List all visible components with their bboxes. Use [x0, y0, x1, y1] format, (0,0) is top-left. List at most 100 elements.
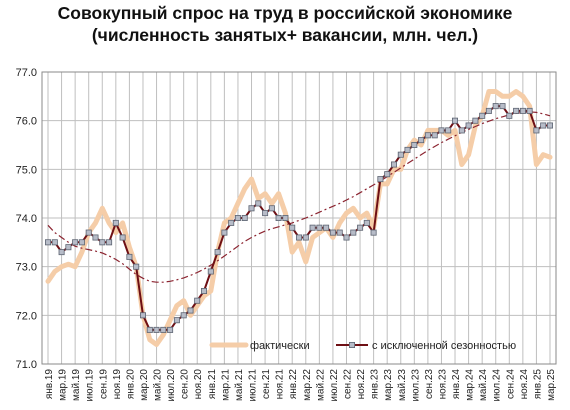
x-tick-label: июл.23 — [410, 369, 421, 402]
x-tick-label: ноя.24 — [519, 369, 530, 400]
series-seasonal-adjusted-point — [221, 229, 228, 236]
x-tick-label: ноя.20 — [193, 369, 204, 400]
y-tick-label: 76.0 — [16, 116, 37, 128]
y-tick-label: 75.0 — [16, 164, 37, 176]
series-seasonal-adjusted-point — [316, 224, 323, 231]
series-seasonal-adjusted-point — [336, 229, 343, 236]
series-seasonal-adjusted-point — [526, 107, 533, 114]
series-seasonal-adjusted-point — [146, 326, 153, 333]
x-tick-label: сен.19 — [98, 369, 109, 399]
x-tick-label: сен.24 — [505, 369, 516, 399]
x-tick-label: июл.19 — [85, 369, 96, 402]
x-tick-label: май.24 — [478, 369, 489, 401]
series-seasonal-adjusted-point — [160, 326, 167, 333]
series-seasonal-adjusted-point — [99, 239, 106, 246]
series-seasonal-adjusted-point — [167, 326, 174, 333]
y-tick-label: 77.0 — [16, 67, 37, 79]
legend-seasonal-swatch-marker — [348, 341, 355, 348]
series-seasonal-adjusted-point — [451, 117, 458, 124]
series-seasonal-adjusted-point — [139, 312, 146, 319]
series-seasonal-adjusted-point — [248, 205, 255, 212]
series-seasonal-adjusted-point — [187, 307, 194, 314]
series-seasonal-adjusted-point — [51, 239, 58, 246]
series-seasonal-adjusted-point — [255, 200, 262, 207]
series-seasonal-adjusted-point — [411, 141, 418, 148]
series-seasonal-adjusted-point — [438, 127, 445, 134]
x-tick-label: июл.20 — [166, 369, 177, 402]
series-seasonal-adjusted-point — [431, 132, 438, 139]
series-seasonal-adjusted-point — [72, 239, 79, 246]
legend-seasonal-label: с исключенной сезонностью — [372, 340, 516, 352]
series-seasonal-adjusted-point — [112, 219, 119, 226]
series-seasonal-adjusted-point — [472, 117, 479, 124]
series-seasonal-adjusted-point — [282, 214, 289, 221]
x-tick-label: мар.23 — [383, 369, 394, 401]
x-tick-label: мар.22 — [302, 369, 313, 401]
x-tick-label: май.22 — [315, 369, 326, 401]
y-tick-label: 71.0 — [16, 359, 37, 371]
series-seasonal-adjusted-point — [445, 127, 452, 134]
plot-area-border — [41, 71, 557, 365]
series-seasonal-adjusted-point — [45, 239, 52, 246]
x-tick-label: сен.22 — [342, 369, 353, 399]
x-tick-label: ноя.22 — [356, 369, 367, 400]
legend-actual-label: фактически — [250, 340, 310, 352]
series-seasonal-adjusted-point — [214, 249, 221, 256]
x-tick-label: ноя.19 — [112, 369, 123, 400]
series-seasonal-adjusted-point — [519, 107, 526, 114]
x-tick-label: май.23 — [397, 369, 408, 401]
series-actual-line — [45, 89, 553, 347]
series-seasonal-adjusted-point — [268, 205, 275, 212]
x-tick-label: мар.21 — [220, 369, 231, 401]
x-tick-label: мар.20 — [139, 369, 150, 401]
series-seasonal-adjusted-point — [343, 234, 350, 241]
series-seasonal-adjusted-point — [92, 234, 99, 241]
series-seasonal-adjusted-point — [106, 239, 113, 246]
x-tick-label: ноя.23 — [437, 369, 448, 400]
series-seasonal-adjusted-point — [200, 287, 207, 294]
series-seasonal-adjusted-point — [180, 312, 187, 319]
series-seasonal-adjusted-point — [234, 214, 241, 221]
x-tick-label: июл.21 — [248, 369, 259, 402]
series-seasonal-adjusted-point — [363, 219, 370, 226]
series-seasonal-adjusted-point — [424, 132, 431, 139]
series-seasonal-adjusted-point — [295, 234, 302, 241]
series-seasonal-adjusted-point — [241, 214, 248, 221]
series-seasonal-adjusted-point — [370, 229, 377, 236]
series-seasonal-adjusted-point — [404, 146, 411, 153]
series-seasonal-adjusted-point — [228, 219, 235, 226]
series-seasonal-adjusted-point — [506, 112, 513, 119]
x-tick-label: май.20 — [153, 369, 164, 401]
x-tick-label: мар.24 — [465, 369, 476, 401]
series-seasonal-adjusted-point — [78, 239, 85, 246]
x-tick-label: июл.22 — [329, 369, 340, 402]
x-tick-label: янв.21 — [207, 369, 218, 400]
series-seasonal-adjusted-point — [329, 229, 336, 236]
series-seasonal-adjusted-point — [309, 224, 316, 231]
x-tick-label: сен.23 — [424, 369, 435, 399]
series-seasonal-adjusted-point — [492, 103, 499, 110]
series-seasonal-adjusted-point — [513, 107, 520, 114]
y-tick-label: 74.0 — [16, 213, 37, 225]
x-tick-label: янв.20 — [125, 369, 136, 400]
x-tick-label: янв.25 — [532, 369, 543, 400]
series-seasonal-adjusted-point — [119, 234, 126, 241]
series-seasonal-adjusted-point — [133, 263, 140, 270]
x-tick-label: май.21 — [234, 369, 245, 401]
series-seasonal-adjusted-point — [397, 151, 404, 158]
series-seasonal-adjusted-point — [262, 210, 269, 217]
series-seasonal-adjusted-point — [533, 127, 540, 134]
series-seasonal-adjusted-point — [173, 317, 180, 324]
x-tick-label: июл.24 — [492, 369, 503, 402]
series-seasonal-adjusted-point — [540, 122, 547, 129]
series-seasonal-adjusted-point — [547, 122, 554, 129]
x-tick-label: янв.19 — [44, 369, 55, 400]
series-seasonal-adjusted-point — [390, 161, 397, 168]
x-tick-label: май.19 — [71, 369, 82, 401]
series-seasonal-adjusted-point — [479, 112, 486, 119]
series-seasonal-adjusted-point — [194, 297, 201, 304]
x-tick-label: янв.22 — [288, 369, 299, 400]
series-seasonal-adjusted-point — [126, 253, 133, 260]
series-seasonal-adjusted-point — [384, 171, 391, 178]
